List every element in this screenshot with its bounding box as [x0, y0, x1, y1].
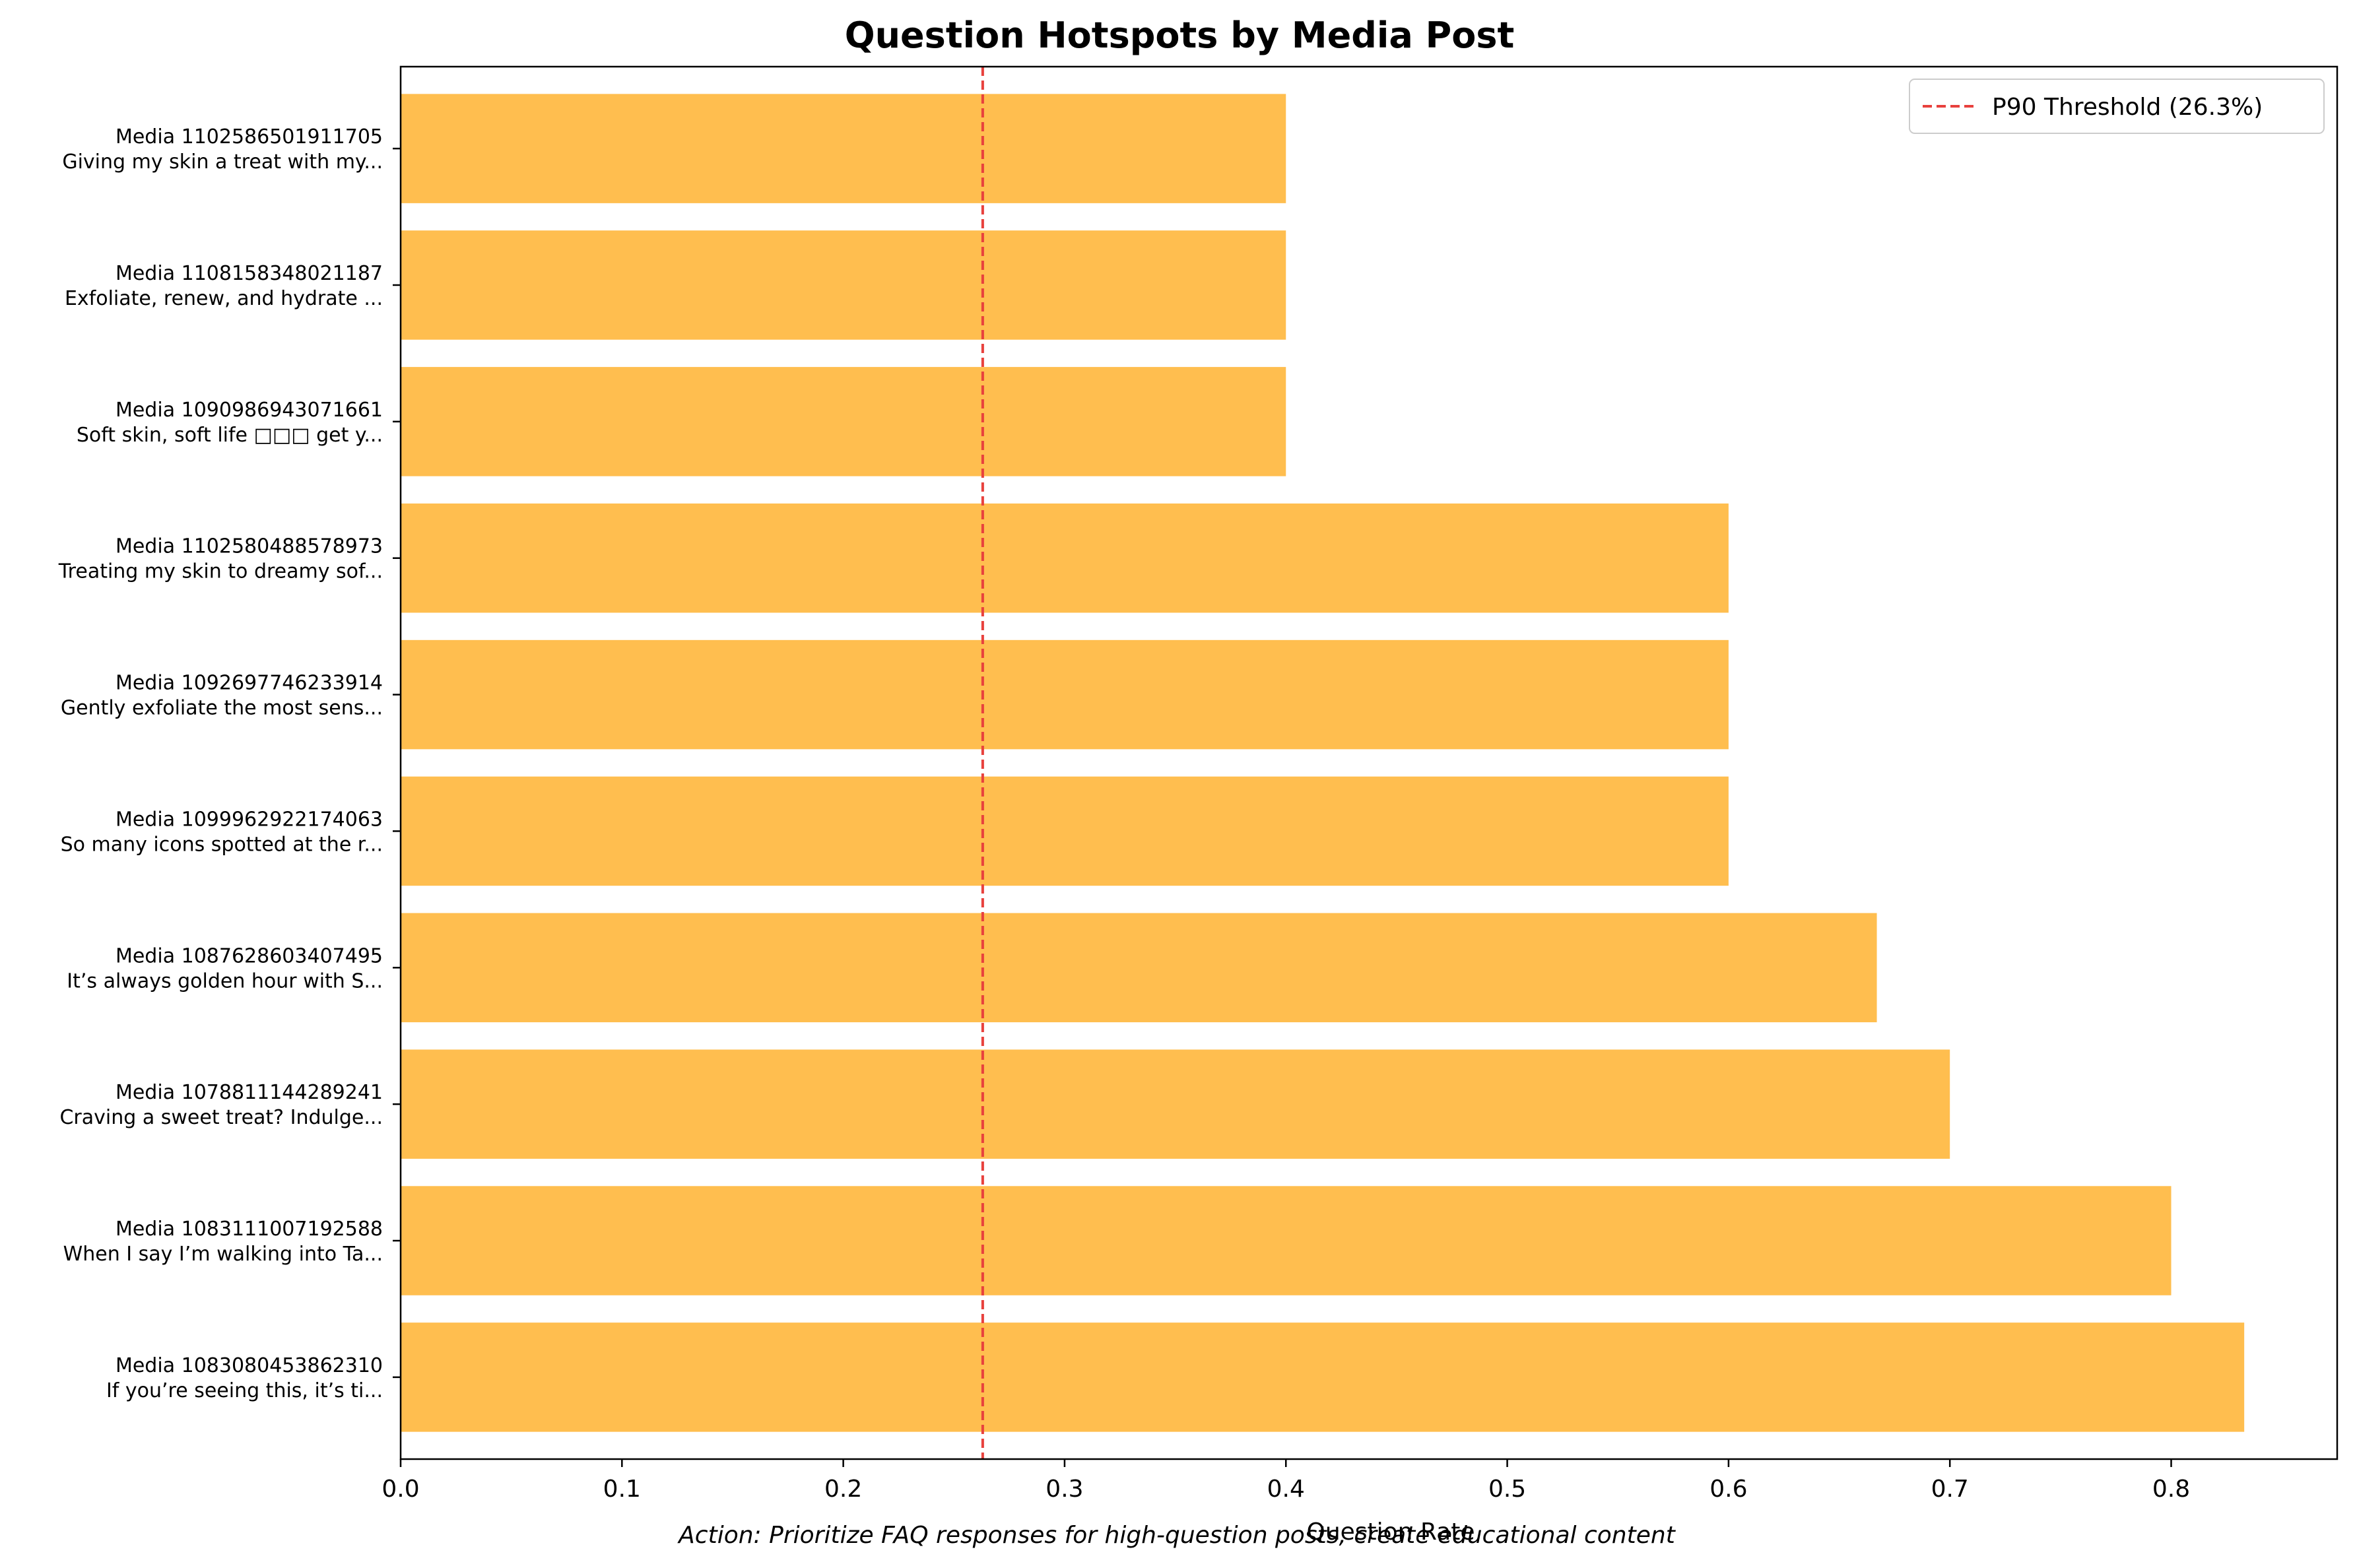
y-tick-label-caption: Treating my skin to dreamy sof... — [58, 560, 383, 583]
y-tick-label-id: Media 1090986943071661 — [116, 399, 383, 422]
x-tick-label: 0.8 — [2152, 1476, 2190, 1503]
y-tick-label-id: Media 1078811144289241 — [116, 1081, 383, 1104]
bar — [401, 639, 1729, 750]
y-tick-label-caption: Craving a sweet treat? Indulge... — [59, 1106, 383, 1129]
x-axis-label: Question Rate — [1306, 1519, 1475, 1546]
bar — [401, 776, 1729, 886]
y-tick-label-caption: So many icons spotted at the r... — [61, 833, 383, 856]
bar — [401, 1186, 2172, 1295]
y-tick-label-caption: Gently exfoliate the most sens... — [61, 697, 383, 720]
y-tick-label-caption: Giving my skin a treat with my... — [62, 150, 383, 174]
bar — [401, 913, 1877, 1023]
bar — [401, 230, 1286, 340]
y-tick-label-caption: Exfoliate, renew, and hydrate ... — [65, 287, 383, 310]
legend-threshold-label: P90 Threshold (26.3%) — [1992, 94, 2263, 121]
chart-title: Question Hotspots by Media Post — [845, 15, 1515, 56]
x-tick-label: 0.6 — [1709, 1476, 1747, 1503]
bars-group — [401, 94, 2245, 1432]
y-tick-label-id: Media 1083111007192588 — [116, 1218, 383, 1241]
y-tick-label-caption: If you’re seeing this, it’s ti... — [106, 1379, 383, 1402]
x-tick-label: 0.4 — [1267, 1476, 1305, 1503]
y-tick-label-id: Media 1102580488578973 — [116, 535, 383, 558]
y-tick-label-id: Media 1083080453862310 — [116, 1354, 383, 1377]
bar — [401, 94, 1286, 203]
bar — [401, 367, 1286, 476]
legend: P90 Threshold (26.3%) — [1909, 79, 2325, 134]
plot-frame — [399, 65, 2338, 1460]
y-tick-label-caption: Soft skin, soft life □□□ get y... — [77, 424, 383, 447]
y-tick-label-id: Media 1092697746233914 — [116, 672, 383, 695]
x-tick-label: 0.7 — [1931, 1476, 1969, 1503]
x-tick-label: 0.1 — [603, 1476, 641, 1503]
x-axis: 0.0 0.1 0.2 0.3 0.4 0.5 0.6 0.7 0.8 — [381, 1459, 2190, 1503]
y-tick-label-id: Media 1108158348021187 — [116, 262, 383, 285]
x-tick-label: 0.3 — [1045, 1476, 1083, 1503]
bar — [401, 503, 1729, 613]
y-tick-label-caption: When I say I’m walking into Ta... — [63, 1243, 383, 1266]
bar — [401, 1323, 2245, 1432]
y-tick-label-id: Media 1099962922174063 — [116, 808, 383, 831]
x-tick-label: 0.2 — [824, 1476, 862, 1503]
y-tick-label-id: Media 1102586501911705 — [116, 125, 383, 148]
x-tick-label: 0.5 — [1488, 1476, 1526, 1503]
legend-box — [1909, 79, 2325, 134]
x-tick-label: 0.0 — [381, 1476, 419, 1503]
bar — [401, 1049, 1950, 1159]
y-tick-label-caption: It’s always golden hour with S... — [67, 969, 383, 993]
footnote: Action: Prioritize FAQ responses for hig… — [677, 1522, 1676, 1549]
y-tick-label-id: Media 1087628603407495 — [116, 944, 383, 967]
